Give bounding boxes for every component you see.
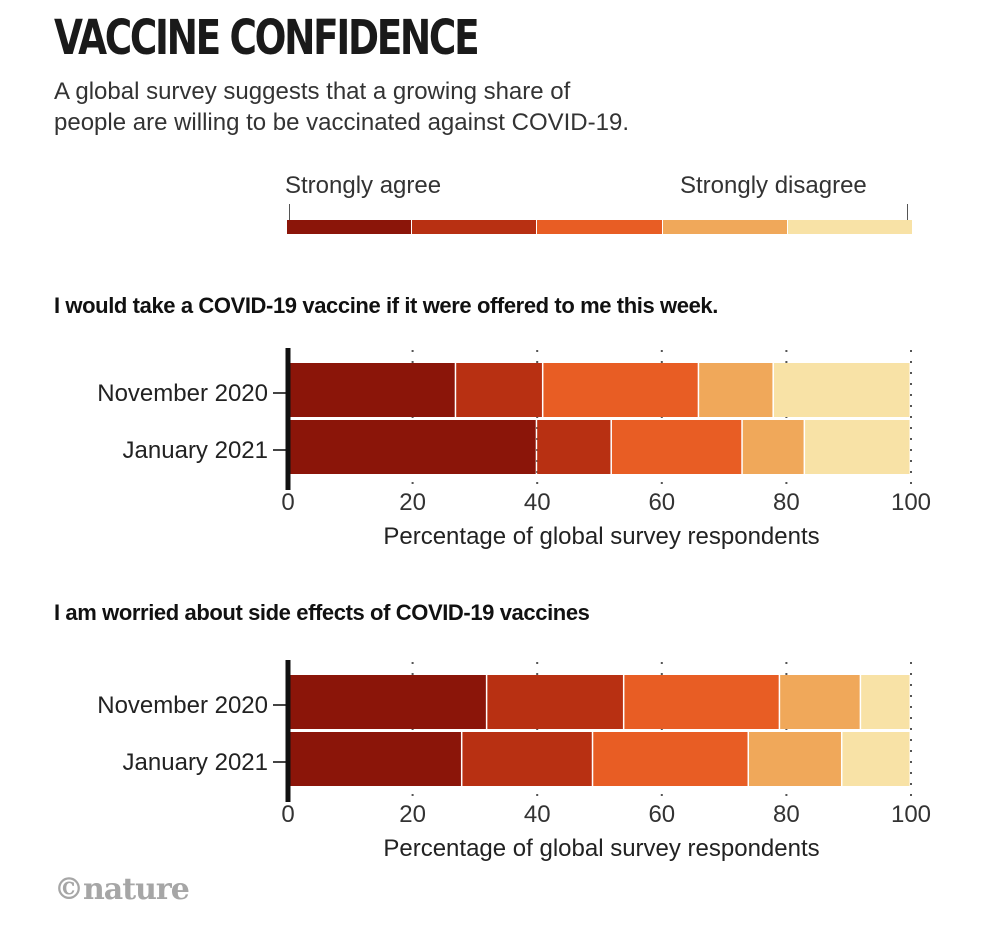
- chart-1-title: I would take a COVID-19 vaccine if it we…: [54, 293, 718, 318]
- x-tick-label-60: 60: [648, 801, 675, 828]
- category-label: November 2020: [97, 380, 268, 407]
- chart-2-title: I am worried about side effects of COVID…: [54, 600, 590, 625]
- x-tick-label-0: 0: [281, 489, 294, 516]
- x-tick-label-40: 40: [524, 801, 551, 828]
- x-tick-label-80: 80: [773, 801, 800, 828]
- legend-tick-left: [289, 204, 290, 220]
- x-tick-label-20: 20: [399, 801, 426, 828]
- legend-swatch-neutral: [537, 220, 663, 234]
- bar-segment-strongly-agree-january-2021: [288, 420, 536, 474]
- bar-segment-strongly-agree-january-2021: [288, 732, 461, 786]
- x-tick-label-80: 80: [773, 489, 800, 516]
- bar-segment-strongly-agree-november-2020: [288, 675, 486, 729]
- bar-segment-strongly-disagree-january-2021: [805, 420, 910, 474]
- bar-segment-neutral-january-2021: [611, 420, 742, 474]
- bar-segment-neutral-january-2021: [593, 732, 748, 786]
- chart-2-side-effects: November 2020 January 2021 0 20 40 60 80 100 Per…: [97, 660, 931, 862]
- x-tick-label-100: 100: [891, 489, 931, 516]
- bar-segment-neutral-november-2020: [543, 363, 698, 417]
- bar-segment-agree-november-2020: [487, 675, 623, 729]
- bar-segment-strongly-disagree-november-2020: [773, 363, 910, 417]
- bar-segment-disagree-november-2020: [780, 675, 860, 729]
- bar-segment-strongly-disagree-january-2021: [842, 732, 910, 786]
- chart-subtitle: A global survey suggests that a growing …: [54, 76, 814, 138]
- legend-swatch-disagree: [662, 220, 788, 234]
- category-label: November 2020: [97, 692, 268, 719]
- subtitle-line-1: A global survey suggests that a growing …: [54, 78, 571, 105]
- legend-color-scale: [287, 220, 913, 234]
- legend-label-strongly-agree: Strongly agree: [285, 172, 442, 199]
- subtitle-line-2: people are willing to be vaccinated agai…: [54, 109, 629, 136]
- chart-title: VACCINE CONFIDENCE: [54, 10, 480, 66]
- bar-segment-disagree-november-2020: [699, 363, 773, 417]
- bar-segment-disagree-january-2021: [749, 732, 841, 786]
- chart-1-take-vaccine: November 2020 January 2021 0 20 40 60 80 100 Per…: [97, 348, 931, 550]
- x-tick-label-100: 100: [891, 801, 931, 828]
- nature-credit-logo: ©nature: [54, 872, 190, 907]
- category-label: January 2021: [123, 749, 268, 776]
- category-label: January 2021: [123, 437, 268, 464]
- x-tick-label-60: 60: [648, 489, 675, 516]
- legend-swatch-agree: [412, 220, 538, 234]
- x-tick-label-0: 0: [281, 801, 294, 828]
- bar-segment-strongly-disagree-november-2020: [861, 675, 910, 729]
- bar-segment-agree-january-2021: [537, 420, 611, 474]
- x-axis-title: Percentage of global survey respondents: [383, 835, 819, 862]
- bar-segment-strongly-agree-november-2020: [288, 363, 455, 417]
- bar-segment-neutral-november-2020: [624, 675, 779, 729]
- legend-label-strongly-disagree: Strongly disagree: [680, 172, 867, 199]
- x-axis-title: Percentage of global survey respondents: [383, 523, 819, 550]
- legend-tick-right: [907, 204, 908, 220]
- legend-swatch-strongly-agree: [287, 220, 413, 234]
- bar-segment-agree-january-2021: [462, 732, 592, 786]
- bar-segment-disagree-january-2021: [742, 420, 804, 474]
- legend-swatch-strongly-disagree: [787, 220, 913, 234]
- x-tick-label-40: 40: [524, 489, 551, 516]
- x-tick-label-20: 20: [399, 489, 426, 516]
- bar-segment-agree-november-2020: [456, 363, 542, 417]
